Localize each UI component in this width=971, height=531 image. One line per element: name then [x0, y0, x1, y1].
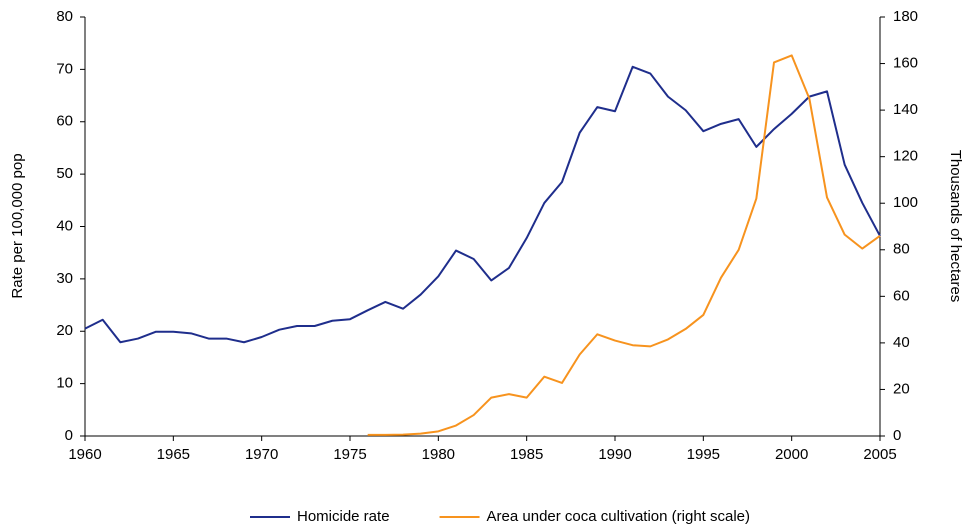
series-line [84, 65, 881, 344]
y2-tick-label: 180 [893, 8, 918, 25]
y-tick-label: 50 [56, 165, 73, 182]
y-tick-label: 80 [56, 8, 73, 25]
x-tick-label: 1970 [245, 446, 278, 463]
y-tick-label: 30 [56, 270, 73, 287]
x-tick-label: 1980 [422, 446, 455, 463]
legend-label: Area under coca cultivation (right scale… [487, 508, 750, 525]
legend-label: Homicide rate [297, 508, 390, 525]
y2-tick-label: 20 [893, 380, 910, 397]
y-tick-label: 10 [56, 375, 73, 392]
y2-tick-label: 60 [893, 287, 910, 304]
series-line [367, 54, 881, 436]
y2-tick-label: 0 [893, 427, 901, 444]
y-axis-label: Rate per 100,000 pop [9, 153, 26, 298]
y-tick-label: 40 [56, 217, 73, 234]
y-tick-label: 70 [56, 60, 73, 77]
y2-tick-label: 80 [893, 241, 910, 258]
x-tick-label: 1965 [157, 446, 190, 463]
x-tick-label: 2005 [863, 446, 896, 463]
y2-axis-label: Thousands of hectares [947, 150, 964, 303]
y-tick-label: 0 [65, 427, 73, 444]
y2-tick-label: 140 [893, 101, 918, 118]
y2-tick-label: 160 [893, 55, 918, 72]
y2-tick-label: 40 [893, 334, 910, 351]
y2-tick-label: 100 [893, 194, 918, 211]
x-tick-label: 1985 [510, 446, 543, 463]
x-tick-label: 1960 [68, 446, 101, 463]
x-tick-label: 1975 [333, 446, 366, 463]
y-tick-label: 20 [56, 322, 73, 339]
y2-tick-label: 120 [893, 148, 918, 165]
y-tick-label: 60 [56, 113, 73, 130]
x-tick-label: 2000 [775, 446, 808, 463]
x-tick-label: 1990 [598, 446, 631, 463]
x-tick-label: 1995 [687, 446, 720, 463]
